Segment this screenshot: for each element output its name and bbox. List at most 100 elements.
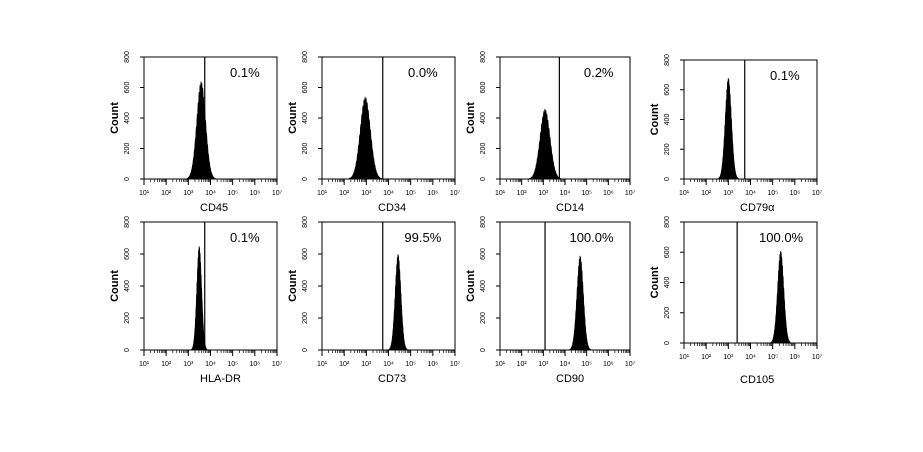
y-axis-title: Count [649,266,661,298]
x-tick-label: 10⁷ [450,190,461,197]
y-axis-title: Count [109,270,121,302]
x-tick-label: 10² [701,354,712,361]
marker-label: HLA-DR [200,373,241,385]
y-tick-label: 800 [480,51,487,63]
x-tick-label: 10³ [723,190,734,197]
x-tick-label: 10² [339,361,350,368]
x-tick-label: 10⁵ [227,190,238,197]
x-tick-label: 10² [161,361,172,368]
histogram-distribution [770,250,791,344]
y-axis-title: Count [287,102,299,134]
marker-label: CD34 [378,202,406,214]
y-tick-label: 600 [302,248,309,260]
x-tick-label: 10⁵ [405,190,416,197]
x-tick-label: 10⁷ [625,361,636,368]
x-tick-label: 10² [517,190,528,197]
x-tick-label: 10⁴ [205,361,216,368]
x-tick-label: 10⁵ [227,361,238,368]
histogram-distribution [718,77,739,180]
x-tick-label: 10¹ [317,190,328,197]
positive-percent-label: 0.1% [230,230,260,245]
y-axis-title: Count [465,102,477,134]
y-tick-label: 800 [124,51,131,63]
x-tick-label: 10⁷ [450,361,461,368]
y-tick-label: 600 [480,82,487,94]
x-tick-label: 10⁶ [789,354,800,361]
y-axis-title: Count [287,270,299,302]
y-tick-label: 400 [664,114,671,126]
histogram-panel-6: 99.5% 0 200 400 600 800 Count 10¹ 10² 10³ 10⁴ 10⁵ 10… [287,216,461,385]
y-tick-label: 200 [480,143,487,155]
y-tick-label: 400 [480,112,487,124]
y-tick-label: 600 [664,84,671,96]
x-tick-label: 10⁶ [427,190,438,197]
x-tick-label: 10¹ [139,361,150,368]
histogram-distribution [569,255,591,351]
y-tick-label: 0 [124,177,131,181]
y-tick-label: 200 [302,312,309,324]
x-tick-label: 10⁴ [560,361,571,368]
marker-label: CD79α [740,202,775,214]
x-tick-label: 10⁵ [581,190,592,197]
y-tick-label: 200 [664,143,671,155]
x-tick-label: 10⁵ [767,190,778,197]
y-axis-title: Count [649,103,661,135]
y-tick-label: 200 [124,143,131,155]
x-tick-label: 10⁶ [603,190,614,197]
y-tick-label: 800 [302,51,309,63]
x-tick-label: 10⁴ [383,361,394,368]
x-tick-label: 10³ [538,361,549,368]
x-tick-label: 10⁶ [249,361,260,368]
x-tick-label: 10² [517,361,528,368]
positive-percent-label: 100.0% [759,230,804,245]
x-tick-label: 10¹ [317,361,328,368]
histogram-distribution [388,254,408,351]
y-tick-label: 400 [124,112,131,124]
y-tick-label: 0 [480,348,487,352]
marker-label: CD73 [378,373,406,385]
y-axis-title: Count [465,270,477,302]
positive-percent-label: 0.1% [230,65,260,80]
marker-label: CD14 [556,202,584,214]
y-tick-label: 200 [480,312,487,324]
x-tick-label: 10⁶ [249,190,260,197]
x-tick-label: 10¹ [495,361,506,368]
histogram-panel-8: 100.0% 0 200 400 600 800 Count 10¹ 10² 10³ 10⁴ 10⁵ 1… [649,216,823,386]
histogram-panel-5: 0.1% 0 200 400 600 800 Count 10¹ 10² 10³ 10⁴ 10⁵ 10⁶… [109,216,283,385]
y-tick-label: 600 [124,82,131,94]
x-tick-label: 10⁴ [745,190,756,197]
y-axis-title: Count [109,102,121,134]
y-tick-label: 800 [664,216,671,228]
x-tick-label: 10³ [361,190,372,197]
x-tick-label: 10⁷ [272,361,283,368]
x-tick-label: 10⁶ [789,190,800,197]
x-tick-label: 10³ [183,190,194,197]
histogram-panel-3: 0.2% 0 200 400 600 800 Count 10¹ 10² 10³ 10⁴ 10⁵ 10⁶… [465,51,636,214]
y-tick-label: 0 [664,177,671,181]
y-tick-label: 600 [664,246,671,258]
positive-percent-label: 0.1% [770,68,800,83]
y-tick-label: 800 [302,216,309,228]
x-tick-label: 10¹ [495,190,506,197]
x-tick-label: 10⁷ [812,354,823,361]
marker-label: CD90 [556,373,584,385]
x-tick-label: 10⁷ [272,190,283,197]
x-tick-label: 10⁶ [427,361,438,368]
histogram-distribution [348,96,382,180]
y-tick-label: 200 [124,312,131,324]
y-tick-label: 400 [664,277,671,289]
y-tick-label: 400 [480,280,487,292]
x-tick-label: 10⁷ [625,190,636,197]
y-tick-label: 0 [302,177,309,181]
positive-percent-label: 0.0% [408,65,438,80]
y-tick-label: 600 [302,82,309,94]
y-tick-label: 0 [302,348,309,352]
y-tick-label: 0 [124,348,131,352]
y-tick-label: 400 [124,280,131,292]
y-tick-label: 0 [664,341,671,345]
x-tick-label: 10⁵ [405,361,416,368]
y-tick-label: 200 [302,143,309,155]
y-tick-label: 200 [664,307,671,319]
y-tick-label: 800 [664,54,671,66]
